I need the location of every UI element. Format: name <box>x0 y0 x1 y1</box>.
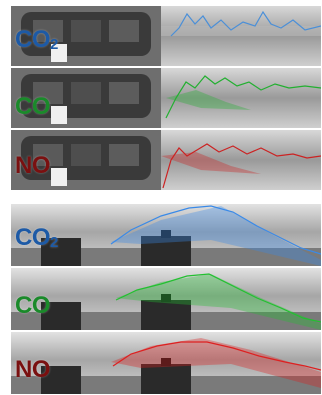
top-co2-label-main: CO <box>15 26 51 53</box>
top-strip-co-label: CO <box>15 93 51 120</box>
bottom-strip-no: NO <box>11 332 321 394</box>
bottom-strip-no-label: NO <box>15 356 51 383</box>
bottom-co-label-main: CO <box>15 292 51 319</box>
top-panel: CO2 CO NO <box>11 6 321 192</box>
top-strip-co2: CO2 <box>11 6 321 68</box>
bottom-co-trace <box>115 273 321 323</box>
top-strip-no: NO <box>11 130 321 192</box>
bottom-no-label-main: NO <box>15 356 51 383</box>
bottom-strip-co2-label: CO2 <box>15 224 58 251</box>
top-no-label-main: NO <box>15 152 51 179</box>
top-strip-no-image <box>11 130 321 190</box>
top-no-trace <box>162 143 321 189</box>
bottom-strip-no-image <box>11 332 321 394</box>
top-strip-co: CO <box>11 68 321 130</box>
bottom-strip-co-label: CO <box>15 292 51 319</box>
top-co2-label-sub: 2 <box>50 36 58 53</box>
top-co-trace <box>165 75 321 119</box>
bottom-co2-label-main: CO <box>15 224 51 251</box>
bottom-panel: CO2 CO NO <box>11 204 321 394</box>
top-strip-co2-image <box>11 6 321 66</box>
bottom-no-trace <box>112 341 321 371</box>
top-strip-co2-label: CO2 <box>15 26 58 53</box>
top-co-label-main: CO <box>15 93 51 120</box>
bottom-strip-co: CO <box>11 268 321 332</box>
top-strip-no-label: NO <box>15 152 51 179</box>
bottom-co2-trace <box>110 205 321 255</box>
bottom-strip-co2: CO2 <box>11 204 321 268</box>
bottom-co2-label-sub: 2 <box>50 234 58 251</box>
bottom-strip-co-image <box>11 268 321 330</box>
bottom-strip-co2-image <box>11 204 321 266</box>
top-strip-co-image <box>11 68 321 128</box>
top-co2-trace <box>170 10 321 37</box>
